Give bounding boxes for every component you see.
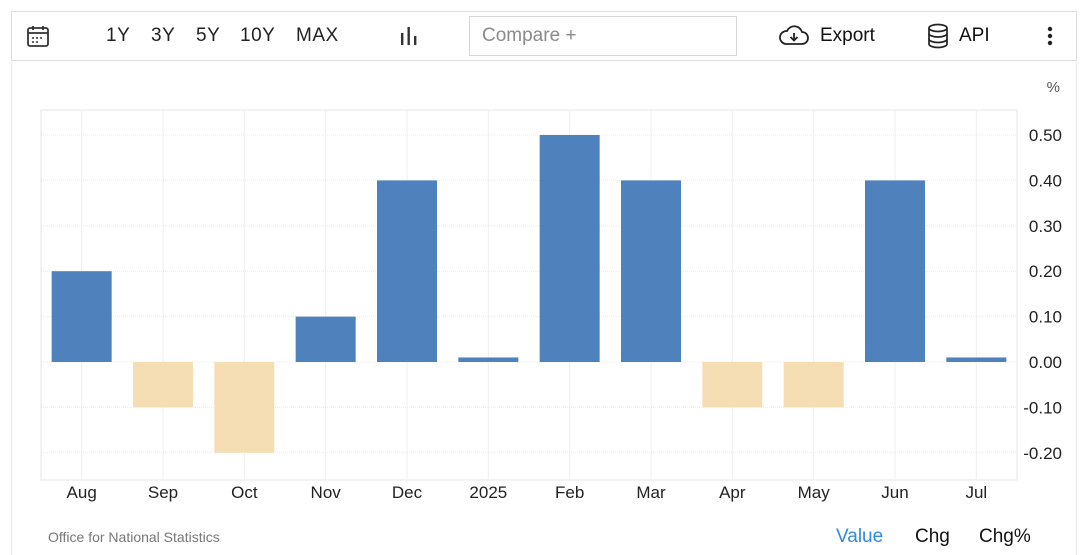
range-1y-button[interactable]: 1Y xyxy=(106,25,131,46)
cloud-download-icon xyxy=(779,25,809,45)
api-button[interactable]: API xyxy=(927,12,990,60)
chart-toolbar: 1Y 3Y 5Y 10Y MAX Compare + Export API xyxy=(11,11,1077,61)
data-source: Office for National Statistics xyxy=(48,529,220,545)
range-max-button[interactable]: MAX xyxy=(296,25,339,46)
mode-chg-button[interactable]: Chg xyxy=(915,526,950,547)
more-menu-icon[interactable] xyxy=(1046,12,1054,60)
compare-input[interactable]: Compare + xyxy=(469,16,737,56)
mode-chg-pct-button[interactable]: Chg% xyxy=(979,526,1031,547)
chart-area xyxy=(11,62,1077,555)
range-3y-button[interactable]: 3Y xyxy=(151,25,176,46)
chart-type-icon[interactable] xyxy=(398,12,420,60)
mode-value-button[interactable]: Value xyxy=(836,526,884,547)
range-10y-button[interactable]: 10Y xyxy=(240,25,276,46)
range-5y-button[interactable]: 5Y xyxy=(196,25,221,46)
export-button[interactable]: Export xyxy=(778,12,875,60)
export-label: Export xyxy=(820,25,875,46)
calendar-icon[interactable] xyxy=(26,12,50,60)
api-label: API xyxy=(959,25,990,46)
database-icon xyxy=(928,23,948,49)
